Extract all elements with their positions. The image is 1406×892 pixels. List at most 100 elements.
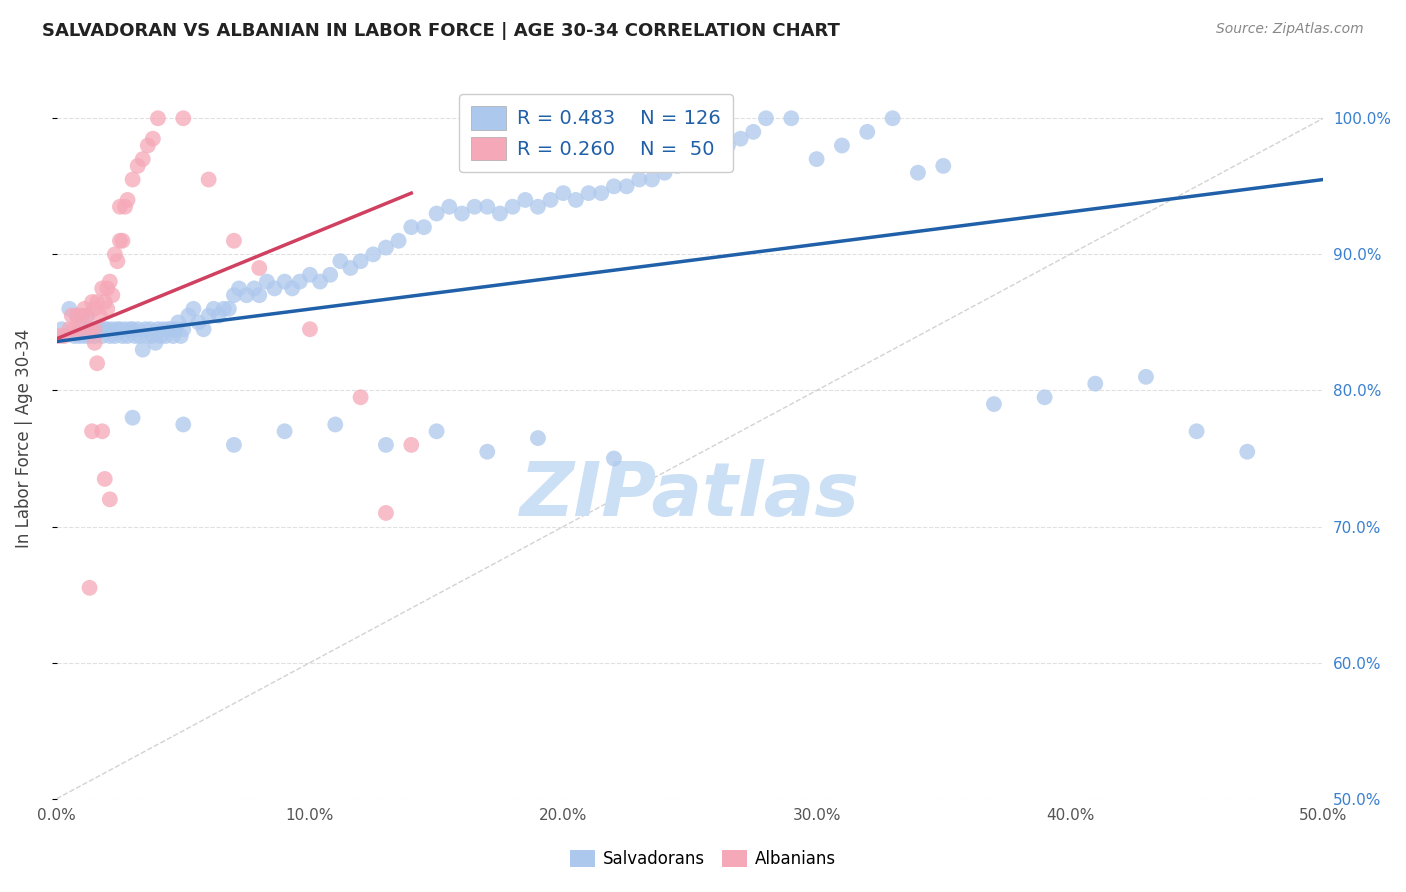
Point (104, 247, 127, 261)
Point (108, 200, 131, 214)
Point (127, 322, 149, 336)
Point (96, 301, 118, 316)
Point (222, 438, 245, 452)
Point (86, 322, 108, 336)
Point (111, 329, 134, 343)
Point (983, 397, 1005, 411)
Point (730, 131, 752, 145)
Point (298, 268, 321, 282)
Point (83, 335, 105, 350)
Point (167, 315, 190, 329)
Point (235, 288, 257, 302)
Point (51, 322, 73, 336)
Point (591, 186, 613, 201)
Point (197, 309, 219, 323)
Point (281, 281, 304, 295)
Point (742, 125, 765, 139)
Point (1236, 444, 1258, 458)
Point (132, 152, 155, 166)
Point (247, 288, 270, 302)
Point (882, 112, 904, 126)
Point (155, 329, 177, 343)
Point (96, 281, 118, 295)
Point (361, 247, 384, 261)
Point (139, 322, 162, 336)
Point (654, 166, 676, 180)
Point (243, 281, 266, 295)
Legend: R = 0.483    N = 126, R = 0.260    N =  50: R = 0.483 N = 126, R = 0.260 N = 50 (458, 95, 733, 172)
Point (172, 417, 194, 432)
Point (228, 281, 250, 295)
Point (60, 309, 83, 323)
Point (70, 322, 93, 336)
Point (83, 301, 105, 316)
Point (565, 193, 588, 207)
Point (91, 329, 114, 343)
Point (73, 329, 96, 343)
Point (136, 329, 159, 343)
Point (628, 172, 651, 186)
Point (374, 438, 396, 452)
Point (339, 260, 361, 275)
Point (222, 234, 245, 248)
Point (145, 335, 167, 350)
Point (89, 309, 111, 323)
Point (101, 322, 124, 336)
Point (101, 288, 124, 302)
Point (704, 145, 727, 160)
Point (149, 329, 172, 343)
Point (413, 220, 436, 235)
Point (96, 322, 118, 336)
Point (603, 179, 626, 194)
Point (641, 172, 664, 186)
Point (86, 295, 108, 310)
Point (489, 206, 512, 220)
Point (477, 444, 499, 458)
Point (98, 492, 121, 507)
Point (73, 301, 96, 316)
Point (666, 159, 689, 173)
Text: Source: ZipAtlas.com: Source: ZipAtlas.com (1216, 22, 1364, 37)
Point (907, 166, 929, 180)
Point (132, 343, 155, 357)
Point (120, 322, 142, 336)
Point (79, 329, 101, 343)
Point (80, 425, 103, 439)
Point (172, 112, 194, 126)
Point (401, 438, 423, 452)
Point (349, 390, 371, 404)
Point (1033, 390, 1056, 404)
Point (108, 234, 131, 248)
Point (108, 322, 131, 336)
Point (142, 131, 165, 145)
Point (329, 254, 352, 268)
Point (932, 159, 955, 173)
Point (692, 152, 714, 166)
Point (187, 315, 209, 329)
Point (222, 288, 245, 302)
Point (273, 425, 295, 439)
Point (717, 138, 740, 153)
Point (374, 241, 396, 255)
Point (79, 581, 101, 595)
Point (515, 193, 537, 207)
Point (193, 322, 215, 336)
Point (104, 329, 127, 343)
Point (67, 322, 90, 336)
Point (63, 329, 86, 343)
Point (212, 301, 235, 316)
Point (172, 322, 194, 336)
Point (53, 329, 76, 343)
Point (218, 301, 240, 316)
Point (319, 268, 342, 282)
Point (247, 260, 270, 275)
Point (121, 172, 143, 186)
Point (349, 254, 371, 268)
Text: SALVADORAN VS ALBANIAN IN LABOR FORCE | AGE 30-34 CORRELATION CHART: SALVADORAN VS ALBANIAN IN LABOR FORCE | … (42, 22, 839, 40)
Point (298, 322, 321, 336)
Point (58, 301, 80, 316)
Point (93, 322, 115, 336)
Point (162, 329, 184, 343)
Point (91, 281, 114, 295)
Point (136, 138, 159, 153)
